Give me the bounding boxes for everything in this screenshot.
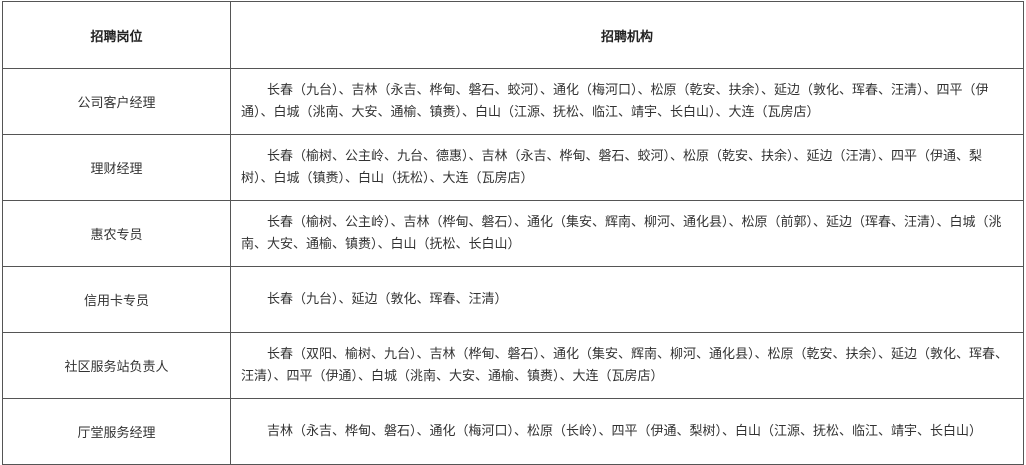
position-cell: 社区服务站负责人 xyxy=(2,332,231,399)
table-row: 信用卡专员 长春（九台）、延边（敦化、珲春、汪清） xyxy=(2,266,1024,333)
position-cell: 厅堂服务经理 xyxy=(2,398,231,465)
table-row: 公司客户经理 长春（九台）、吉林（永吉、桦甸、磐石、蛟河）、通化（梅河口）、松原… xyxy=(2,68,1024,135)
institutions-cell: 长春（九台）、延边（敦化、珲春、汪清） xyxy=(230,266,1024,333)
header-position: 招聘岗位 xyxy=(2,1,231,69)
header-row: 招聘岗位 招聘机构 xyxy=(2,1,1024,69)
position-cell: 惠农专员 xyxy=(2,200,231,267)
institutions-cell: 长春（九台）、吉林（永吉、桦甸、磐石、蛟河）、通化（梅河口）、松原（乾安、扶余）… xyxy=(230,68,1024,135)
position-cell: 理财经理 xyxy=(2,134,231,201)
position-cell: 信用卡专员 xyxy=(2,266,231,333)
table-row: 社区服务站负责人 长春（双阳、榆树、九台）、吉林（桦甸、磐石）、通化（集安、辉南… xyxy=(2,332,1024,399)
table-row: 惠农专员 长春（榆树、公主岭）、吉林（桦甸、磐石）、通化（集安、辉南、柳河、通化… xyxy=(2,200,1024,267)
institutions-cell: 长春（双阳、榆树、九台）、吉林（桦甸、磐石）、通化（集安、辉南、柳河、通化县）、… xyxy=(230,332,1024,399)
institutions-cell: 长春（榆树、公主岭）、吉林（桦甸、磐石）、通化（集安、辉南、柳河、通化县）、松原… xyxy=(230,200,1024,267)
table-row: 厅堂服务经理 吉林（永吉、桦甸、磐石）、通化（梅河口）、松原（长岭）、四平（伊通… xyxy=(2,398,1024,465)
header-institutions: 招聘机构 xyxy=(230,1,1024,69)
position-cell: 公司客户经理 xyxy=(2,68,231,135)
institutions-cell: 吉林（永吉、桦甸、磐石）、通化（梅河口）、松原（长岭）、四平（伊通、梨树）、白山… xyxy=(230,398,1024,465)
table-row: 理财经理 长春（榆树、公主岭、九台、德惠）、吉林（永吉、桦甸、磐石、蛟河）、松原… xyxy=(2,134,1024,201)
institutions-cell: 长春（榆树、公主岭、九台、德惠）、吉林（永吉、桦甸、磐石、蛟河）、松原（乾安、扶… xyxy=(230,134,1024,201)
